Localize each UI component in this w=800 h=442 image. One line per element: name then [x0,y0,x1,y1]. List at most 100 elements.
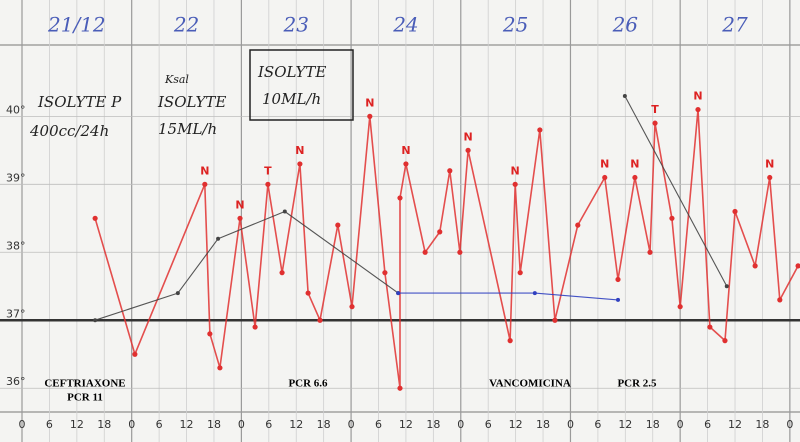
data-point [795,263,800,269]
data-point [279,270,285,276]
data-point [537,127,543,133]
note: Ksal [164,73,189,86]
data-point [602,174,608,181]
data-point [752,263,758,269]
data-point [265,181,271,187]
note-box [249,49,354,121]
x-tick-label: 18 [97,418,111,431]
x-tick-label: 18 [646,418,660,431]
data-point [305,290,311,296]
x-tick-label: 12 [70,418,84,431]
y-tick-label: 40° [6,103,26,116]
annotation: CEFTRIAXONE [44,378,125,390]
x-tick-label: 18 [536,418,550,431]
point-label: N [693,90,702,103]
x-tick-label: 0 [238,418,245,431]
day-label: 24 [392,13,418,37]
note: 15ML/h [158,120,217,138]
data-point [615,276,621,283]
point-label: N [365,96,374,109]
x-tick-label: 18 [426,418,440,431]
x-tick-label: 0 [128,418,135,431]
x-tick-label: 6 [704,418,711,431]
point-label: N [463,130,472,143]
x-tick-label: 12 [509,418,523,431]
y-tick-label: 38° [6,239,26,252]
point-label: N [765,158,774,171]
x-tick-label: 6 [156,418,163,431]
x-tick-label: 0 [457,418,464,431]
data-point [317,317,323,323]
x-tick-label: 12 [618,418,632,431]
point-label: N [295,144,304,157]
x-tick-label: 0 [567,418,574,431]
data-point [447,168,453,174]
data-point [175,291,180,296]
data-point [252,324,258,330]
data-point [677,304,683,310]
data-point [397,195,403,201]
point-label: N [511,164,520,177]
annotation: VANCOMICINA [489,378,571,390]
x-tick-label: 12 [180,418,194,431]
x-tick-label: 18 [207,418,221,431]
handwritten-notes: ISOLYTE P 400cc/24h Ksal ISOLYTE 15ML/h … [29,49,354,140]
data-point [207,331,213,337]
data-point [777,297,783,303]
data-point [335,222,341,228]
data-point [397,385,403,391]
data-point [349,304,355,310]
data-point [622,93,627,98]
data-point [92,215,98,221]
data-point [202,181,208,187]
x-tick-label: 12 [289,418,303,431]
point-label: N [401,144,410,157]
data-point [93,318,98,323]
marks: N N T N N N N N N N T N N [92,90,800,391]
data-point [647,249,653,255]
x-tick-label: 0 [19,418,26,431]
x-tick-label: 0 [348,418,355,431]
note: 10ML/h [262,90,321,108]
point-label: N [200,164,209,177]
annotation: PCR 6.6 [288,378,328,390]
x-tick-label: 6 [265,418,272,431]
data-point [707,324,713,330]
data-point [695,106,701,113]
x-tick-label: 12 [399,418,413,431]
data-point [403,161,409,167]
data-point [282,209,287,214]
data-point [552,317,558,323]
day-label: 26 [612,13,639,37]
note: ISOLYTE [257,63,326,81]
x-tick-label: 18 [755,418,769,431]
y-tick-label: 37° [6,307,26,320]
x-tick-label: 6 [46,418,53,431]
day-label: 25 [502,13,528,37]
note: ISOLYTE [157,93,226,111]
data-point [652,120,658,126]
data-point [465,147,471,153]
data-point [616,297,621,302]
data-point [457,249,463,255]
data-point [396,291,401,296]
data-point [669,215,675,221]
data-point [532,291,537,296]
data-point [237,215,243,221]
data-point [632,174,638,181]
data-point [767,174,773,181]
data-point [722,338,728,344]
data-point [512,181,518,187]
point-label: N [235,198,244,211]
point-label: T [651,103,659,116]
x-tick-label: 18 [317,418,331,431]
annotations: CEFTRIAXONE PCR 11 PCR 6.6 VANCOMICINA P… [44,378,657,404]
x-tick-label: 12 [728,418,742,431]
data-point [422,249,428,255]
day-label: 27 [721,13,748,37]
point-label: N [600,158,609,171]
x-tick-label: 6 [594,418,601,431]
x-tick-label: 0 [677,418,684,431]
